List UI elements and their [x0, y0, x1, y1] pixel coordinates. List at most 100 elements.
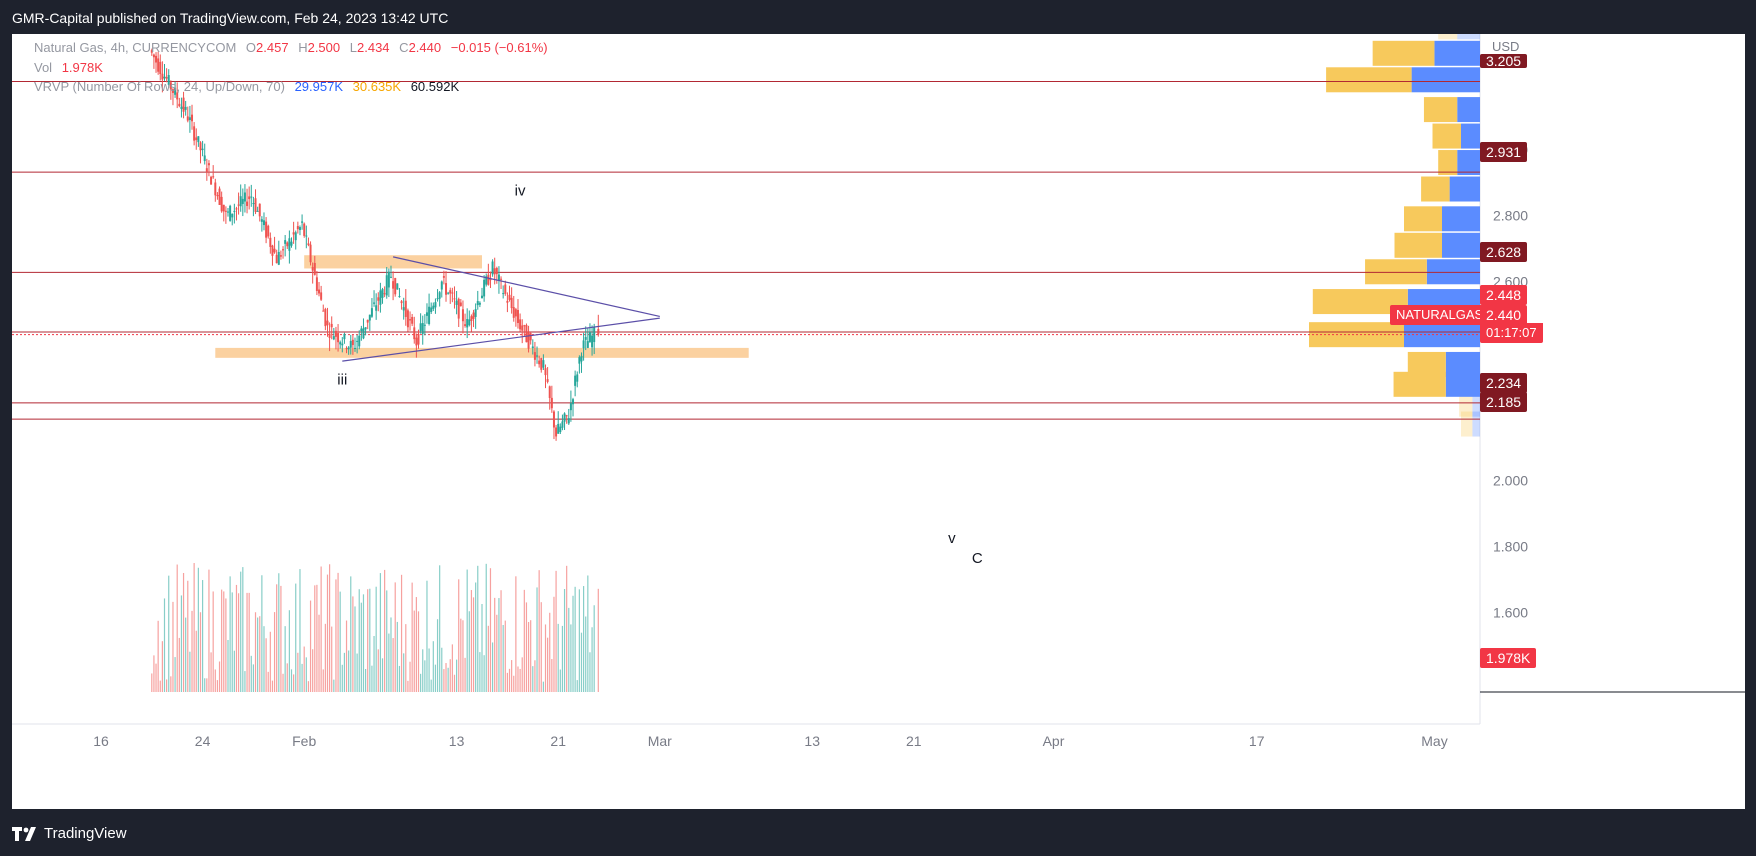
volume-bar [445, 663, 447, 692]
wave-label-c: C [972, 550, 983, 567]
volume-bar [563, 589, 566, 692]
volume-bar [246, 592, 248, 692]
candle-body [461, 309, 464, 322]
candle-body [445, 283, 448, 295]
candle-body [262, 220, 265, 226]
candle-body [542, 360, 545, 368]
candle-body [169, 82, 172, 90]
candle-body [453, 298, 456, 300]
candle-body [550, 397, 553, 409]
symbol-title[interactable]: Natural Gas, 4h, CURRENCYCOM [34, 40, 237, 55]
candle-body [521, 325, 524, 331]
volume-bar [350, 576, 352, 692]
volume-bar [242, 567, 244, 692]
tradingview-logo[interactable]: TradingView [12, 825, 127, 842]
volume-bar [237, 593, 240, 692]
ohlc-values: O2.457 H2.500 L2.434 C2.440 −0.015 (−0.6… [246, 40, 554, 55]
volume-bar [417, 611, 420, 692]
candle-body [275, 254, 278, 264]
volume-bar [525, 602, 528, 692]
candle-body [311, 267, 314, 271]
volume-bar [439, 565, 441, 692]
candle-body [474, 309, 477, 317]
volume-bar [159, 680, 161, 692]
volume-bar [447, 667, 449, 692]
candle-body [406, 310, 409, 328]
volume-bar [341, 664, 343, 692]
volume-bar [536, 587, 538, 692]
candle-body [176, 92, 179, 100]
candle-body [425, 312, 428, 316]
level-badge-2185: 2.185 [1480, 392, 1528, 412]
volume-bar [225, 598, 227, 692]
triangle-trendline [342, 317, 660, 362]
volume-bar [441, 647, 443, 692]
candle-body [432, 305, 435, 309]
volume-bar [462, 620, 464, 692]
time-tick-label: 21 [550, 733, 566, 749]
volume-bar [293, 674, 295, 692]
volume-bar [491, 642, 494, 692]
vol-label[interactable]: Vol [34, 60, 53, 75]
volume-bar [189, 651, 191, 692]
volume-bar [530, 620, 532, 692]
volume-bar [299, 569, 301, 692]
currency-label[interactable]: USD [1492, 39, 1520, 54]
volume-bar [221, 589, 223, 692]
candle-body [540, 358, 543, 370]
volume-bar [269, 631, 271, 692]
volume-bar [261, 575, 263, 692]
volume-bar [271, 680, 274, 692]
volume-bar [485, 563, 487, 692]
candle-body [201, 148, 204, 151]
volume-bar [504, 620, 506, 692]
candle-body [279, 255, 282, 257]
candle-body [341, 343, 344, 346]
volume-bar [559, 669, 561, 692]
candle-body [339, 342, 342, 345]
candle-body [191, 114, 194, 122]
time-tick-label: 13 [449, 733, 465, 749]
candle-body [282, 249, 285, 251]
candle-body [273, 248, 276, 253]
candle-body [593, 326, 596, 343]
volume-bar [356, 653, 358, 692]
volume-bar [578, 589, 580, 692]
candle-body [197, 136, 200, 143]
volume-bar [257, 617, 259, 692]
volume-bar [585, 616, 587, 692]
volume-bar [589, 652, 591, 692]
candle-body [298, 227, 301, 231]
vrvp-label[interactable]: VRVP (Number Of Rows, 24, Up/Down, 70) [34, 79, 285, 94]
chart-frame[interactable]: iviiivC3.0002.8002.6002.0001.8001.600162… [12, 34, 1745, 809]
volume-bar [449, 659, 451, 692]
candle-body [318, 289, 321, 294]
volume-profile-up-bar [1442, 206, 1480, 232]
candle-body [364, 327, 367, 330]
candle-body [199, 142, 202, 151]
candle-body [396, 283, 399, 290]
candle-body [235, 208, 238, 210]
volume-bar [508, 668, 511, 692]
volume-bar [396, 621, 398, 692]
candle-body [267, 225, 270, 237]
volume-bar [265, 638, 267, 692]
price-chart[interactable]: iviiivC3.0002.8002.6002.0001.8001.600162… [12, 34, 1745, 809]
volume-bar [413, 610, 415, 692]
triangle-trendline [392, 256, 660, 318]
volume-bar [398, 665, 401, 692]
volume-bar [267, 671, 269, 692]
volume-bar [405, 624, 407, 692]
volume-bar [233, 650, 235, 692]
candle-body [227, 211, 229, 213]
candle-body [260, 219, 263, 222]
candle-body [546, 379, 549, 382]
candle-body [442, 276, 445, 278]
candle-body [436, 298, 439, 300]
volume-bar [430, 679, 432, 692]
volume-bar [597, 588, 599, 692]
volume-bar [204, 678, 206, 692]
volume-bar [519, 668, 521, 692]
volume-bar [477, 565, 479, 692]
candle-body [239, 196, 242, 207]
